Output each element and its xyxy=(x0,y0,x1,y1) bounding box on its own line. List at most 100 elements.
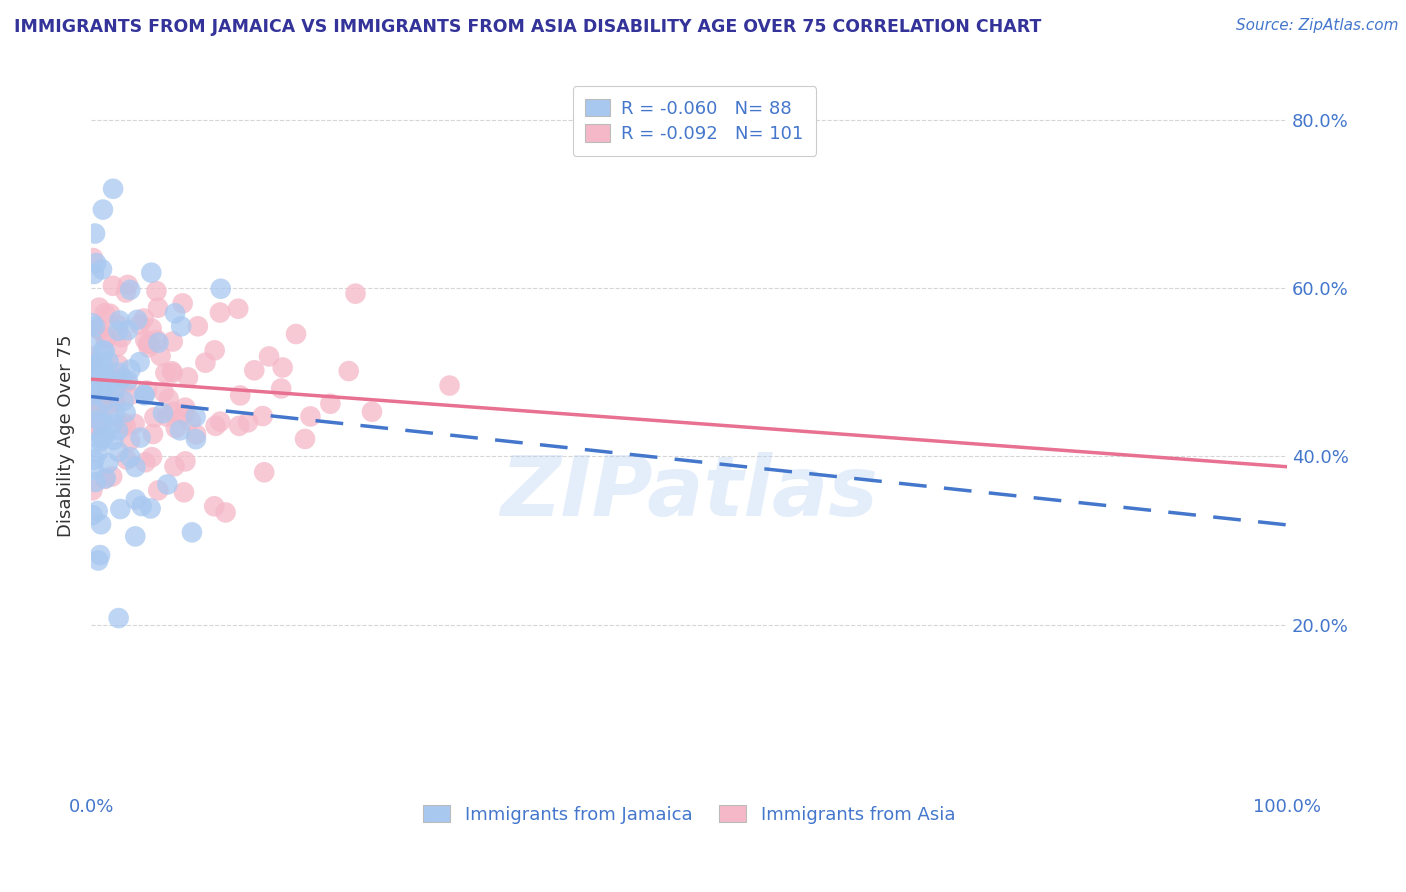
Point xyxy=(82,316,104,330)
Point xyxy=(148,335,170,350)
Point xyxy=(83,380,105,394)
Legend: Immigrants from Jamaica, Immigrants from Asia: Immigrants from Jamaica, Immigrants from… xyxy=(412,794,966,834)
Point xyxy=(103,433,125,447)
Point xyxy=(174,401,197,415)
Point xyxy=(89,323,111,337)
Point xyxy=(257,350,280,364)
Point xyxy=(90,434,112,449)
Point xyxy=(87,420,110,434)
Point xyxy=(204,418,226,433)
Point xyxy=(128,355,150,369)
Point xyxy=(214,505,236,519)
Point xyxy=(87,368,110,383)
Point xyxy=(82,384,104,399)
Point xyxy=(204,343,226,358)
Point xyxy=(120,450,142,465)
Point xyxy=(184,432,207,446)
Point xyxy=(101,469,124,483)
Point xyxy=(361,405,384,419)
Point xyxy=(131,499,153,513)
Point xyxy=(155,366,177,380)
Point xyxy=(112,393,135,408)
Point xyxy=(115,285,138,300)
Point xyxy=(253,465,276,479)
Point xyxy=(118,389,141,403)
Point xyxy=(319,397,342,411)
Point xyxy=(125,492,148,507)
Point xyxy=(94,471,117,485)
Point xyxy=(169,423,191,437)
Point xyxy=(337,364,360,378)
Point xyxy=(134,455,156,469)
Point xyxy=(100,399,122,413)
Point xyxy=(93,366,115,380)
Point xyxy=(157,392,180,406)
Point xyxy=(110,371,132,385)
Point xyxy=(97,354,120,368)
Point xyxy=(181,525,204,540)
Point xyxy=(135,384,157,398)
Point xyxy=(82,359,104,374)
Point xyxy=(101,182,124,196)
Point xyxy=(90,429,112,443)
Point xyxy=(141,450,163,465)
Point xyxy=(152,406,174,420)
Point xyxy=(83,404,105,418)
Text: ZIPatlas: ZIPatlas xyxy=(501,452,879,533)
Point xyxy=(180,413,202,427)
Point xyxy=(139,336,162,351)
Point xyxy=(91,382,114,396)
Point xyxy=(82,483,104,498)
Point xyxy=(138,340,160,354)
Point xyxy=(90,517,112,532)
Point xyxy=(117,277,139,292)
Point xyxy=(104,394,127,409)
Point xyxy=(84,475,107,489)
Point xyxy=(187,319,209,334)
Point xyxy=(114,405,136,419)
Point xyxy=(94,332,117,346)
Point xyxy=(105,339,128,353)
Point xyxy=(107,318,129,333)
Point xyxy=(84,227,107,241)
Point xyxy=(107,611,129,625)
Point xyxy=(208,305,231,319)
Point xyxy=(101,417,124,431)
Point xyxy=(84,256,107,270)
Point xyxy=(87,553,110,567)
Point xyxy=(172,296,194,310)
Point xyxy=(132,387,155,401)
Point xyxy=(91,202,114,217)
Point xyxy=(89,548,111,562)
Point xyxy=(83,417,105,432)
Point xyxy=(132,311,155,326)
Point xyxy=(162,405,184,419)
Point xyxy=(83,452,105,467)
Point xyxy=(209,415,232,429)
Point xyxy=(87,413,110,427)
Point xyxy=(94,472,117,486)
Point xyxy=(149,349,172,363)
Point xyxy=(94,344,117,359)
Point xyxy=(86,504,108,518)
Point xyxy=(82,335,104,350)
Point xyxy=(143,410,166,425)
Point xyxy=(82,388,104,402)
Point xyxy=(134,333,156,347)
Point xyxy=(82,404,104,418)
Point xyxy=(86,360,108,375)
Point xyxy=(165,421,187,435)
Point xyxy=(156,409,179,424)
Point xyxy=(134,388,156,402)
Point xyxy=(82,377,104,392)
Point xyxy=(84,355,107,369)
Point xyxy=(194,356,217,370)
Point xyxy=(184,409,207,424)
Point xyxy=(107,358,129,372)
Y-axis label: Disability Age Over 75: Disability Age Over 75 xyxy=(58,334,75,537)
Point xyxy=(243,363,266,377)
Point xyxy=(120,283,142,297)
Point xyxy=(87,445,110,459)
Point xyxy=(173,485,195,500)
Point xyxy=(173,407,195,421)
